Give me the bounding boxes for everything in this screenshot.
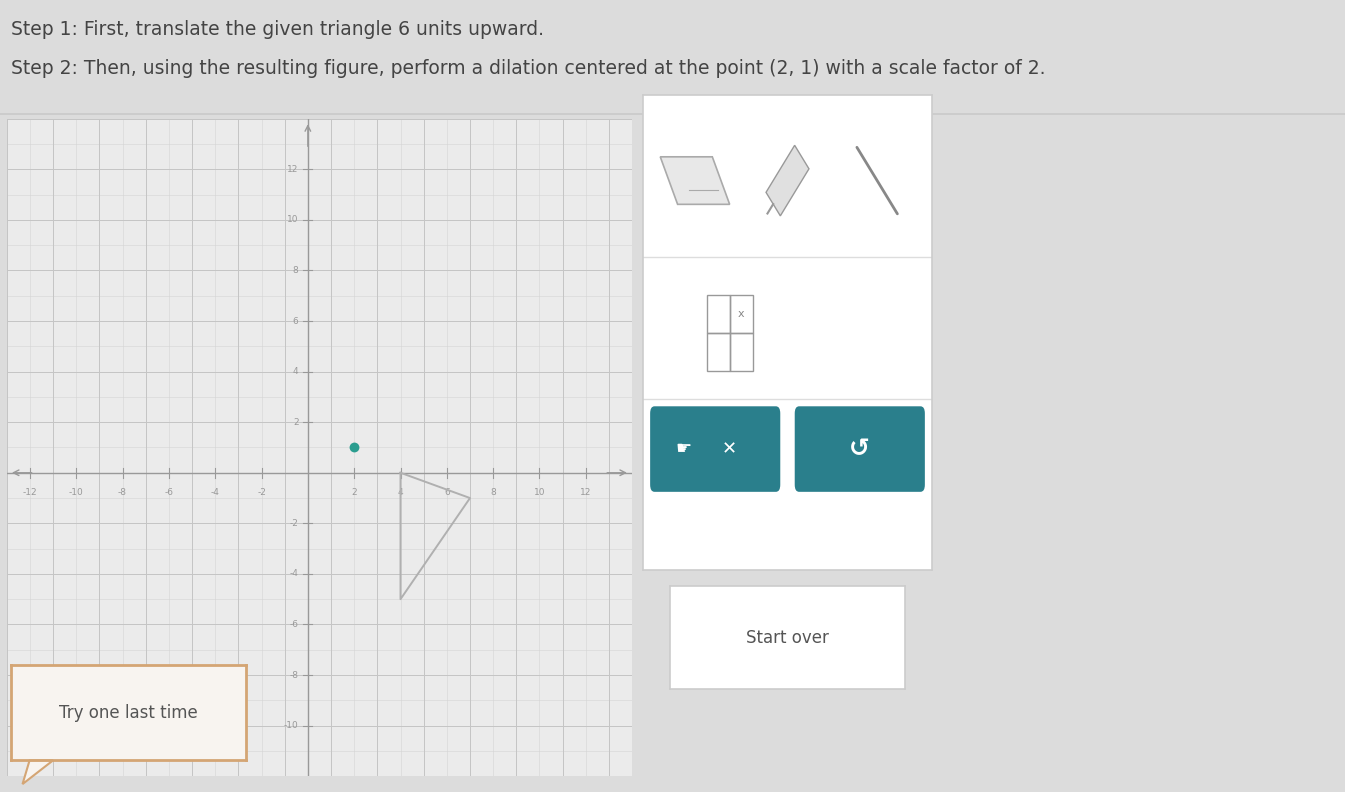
Bar — [706, 333, 729, 371]
Text: -8: -8 — [289, 671, 299, 680]
Text: 4: 4 — [293, 367, 299, 376]
Text: Try one last time: Try one last time — [59, 704, 198, 722]
Text: 10: 10 — [534, 488, 545, 497]
Text: Step 1: First, translate the given triangle 6 units upward.: Step 1: First, translate the given trian… — [11, 20, 543, 39]
Text: 12: 12 — [580, 488, 592, 497]
Text: -12: -12 — [23, 488, 38, 497]
Bar — [729, 333, 753, 371]
Text: 10: 10 — [286, 215, 299, 224]
Text: 6: 6 — [444, 488, 449, 497]
Text: Step 2: Then, using the resulting figure, perform a dilation centered at the poi: Step 2: Then, using the resulting figure… — [11, 59, 1045, 78]
Text: -4: -4 — [289, 569, 299, 578]
Text: 12: 12 — [288, 165, 299, 174]
Text: x: x — [738, 309, 745, 318]
Text: 2: 2 — [293, 417, 299, 427]
Text: -10: -10 — [69, 488, 83, 497]
Polygon shape — [767, 145, 808, 216]
Text: -2: -2 — [257, 488, 266, 497]
Text: 2: 2 — [351, 488, 356, 497]
Text: -10: -10 — [284, 721, 299, 730]
Text: -8: -8 — [118, 488, 126, 497]
Polygon shape — [660, 157, 729, 204]
Text: Start over: Start over — [746, 629, 829, 646]
Text: -6: -6 — [164, 488, 174, 497]
Text: -4: -4 — [211, 488, 219, 497]
Text: 6: 6 — [293, 317, 299, 326]
Bar — [706, 295, 729, 333]
Text: ☛: ☛ — [675, 440, 691, 458]
FancyBboxPatch shape — [650, 406, 780, 492]
Point — [343, 441, 364, 454]
Text: 8: 8 — [491, 488, 496, 497]
Bar — [729, 295, 753, 333]
Text: -6: -6 — [289, 620, 299, 629]
Text: ✕: ✕ — [722, 440, 737, 458]
Text: ↺: ↺ — [849, 437, 870, 461]
FancyBboxPatch shape — [795, 406, 925, 492]
Text: 8: 8 — [293, 266, 299, 275]
Text: 4: 4 — [398, 488, 404, 497]
Polygon shape — [23, 760, 54, 784]
Text: -2: -2 — [289, 519, 299, 527]
